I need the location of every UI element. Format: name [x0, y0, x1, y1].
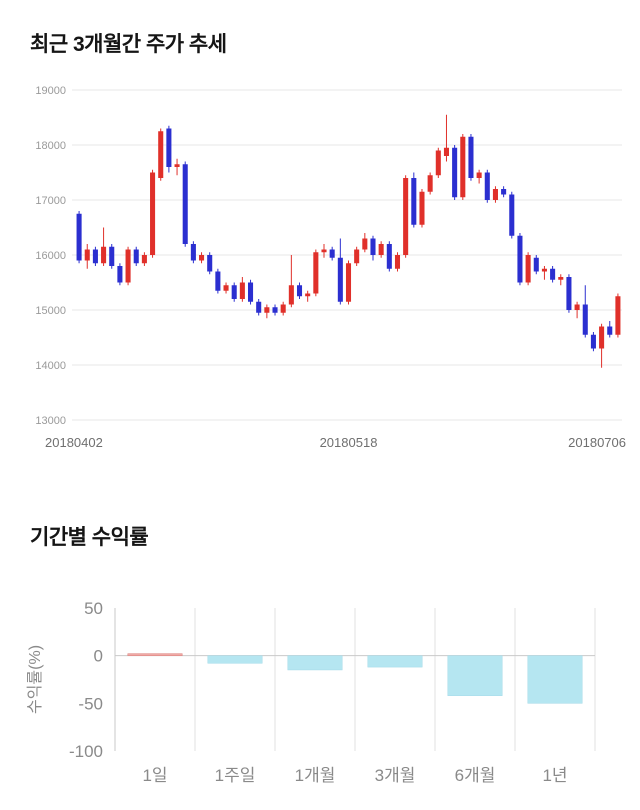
svg-text:19000: 19000	[35, 85, 66, 97]
svg-text:50: 50	[84, 599, 103, 618]
page: 최근 3개월간 주가 추세 19000 18000 17000 16000 15000 1…	[0, 33, 640, 793]
price-trend-section: 최근 3개월간 주가 추세 19000 18000 17000 16000 15000 1…	[0, 33, 640, 457]
svg-text:16000: 16000	[35, 250, 66, 262]
svg-text:18000: 18000	[35, 140, 66, 152]
svg-text:1년: 1년	[542, 766, 567, 785]
returns-title: 기간별 수익률	[30, 526, 149, 549]
svg-text:20180402: 20180402	[45, 435, 103, 450]
svg-text:15000: 15000	[35, 305, 66, 317]
svg-text:3개월: 3개월	[375, 766, 416, 785]
svg-text:14000: 14000	[35, 360, 66, 372]
price-trend-chart-area: 19000 18000 17000 16000 15000 14000 13000 20180…	[0, 72, 640, 457]
returns-section: 기간별 수익률 50 0 -50 -100 1일 1주일 1개월 3개월 6개월 1년 수익률(%)	[0, 493, 640, 793]
price-candlestick-chart: 19000 18000 17000 16000 15000 14000 13000 20180…	[35, 85, 626, 450]
svg-text:0: 0	[94, 647, 103, 666]
svg-text:1주일: 1주일	[215, 766, 256, 785]
returns-bar-chart: 50 0 -50 -100 1일 1주일 1개월 3개월 6개월 1년 수익률(%)	[26, 599, 596, 785]
svg-text:1일: 1일	[142, 766, 167, 785]
svg-text:17000: 17000	[35, 195, 66, 207]
returns-chart-area: 50 0 -50 -100 1일 1주일 1개월 3개월 6개월 1년 수익률(%)	[0, 581, 640, 793]
svg-text:6개월: 6개월	[455, 766, 496, 785]
svg-text:-50: -50	[78, 694, 103, 713]
svg-text:-100: -100	[69, 742, 103, 761]
svg-text:20180706: 20180706	[568, 435, 626, 450]
svg-text:13000: 13000	[35, 415, 66, 427]
svg-text:수익률(%): 수익률(%)	[26, 645, 44, 714]
svg-text:20180518: 20180518	[320, 435, 378, 450]
price-trend-title: 최근 3개월간 주가 추세	[30, 33, 227, 56]
svg-text:1개월: 1개월	[295, 766, 336, 785]
